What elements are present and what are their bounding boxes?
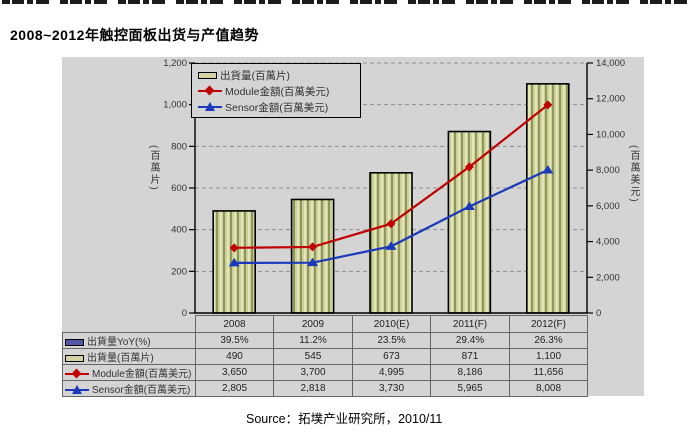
right-tick-label: 4,000: [596, 237, 620, 248]
table-row-yoy: 出貨量YoY(%) 39.5% 11.2% 23.5% 29.4% 26.3%: [62, 332, 588, 349]
year-header: 2010(E): [352, 315, 431, 333]
right-tick-label: 6,000: [596, 201, 620, 212]
clipped-text-line: [2, 0, 692, 4]
right-tick-label: 10,000: [596, 129, 625, 140]
legend-item-module: Module金額(百萬美元): [198, 83, 356, 99]
year-header: 2008: [195, 315, 274, 333]
right-axis-title: (百萬美元): [628, 145, 639, 204]
year-header: 2011(F): [430, 315, 510, 333]
table-cell: 39.5%: [195, 332, 274, 349]
bar: [447, 130, 492, 314]
table-cell: 545: [273, 348, 353, 365]
sensor-line-triangle-icon: [65, 385, 89, 395]
yoy-swatch-icon: [65, 338, 84, 346]
table-cell: 8,186: [430, 364, 510, 381]
left-tick-label: 800: [171, 141, 187, 152]
legend-item-shipments: 出貨量(百萬片): [198, 67, 356, 83]
legend-item-sensor: Sensor金額(百萬美元): [198, 99, 356, 115]
row-label: Sensor金額(百萬美元): [92, 385, 191, 396]
table-header-row: 2008 2009 2010(E) 2011(F) 2012(F): [63, 315, 588, 333]
year-header: 2012(F): [509, 315, 588, 333]
left-tick-label: 400: [171, 225, 187, 236]
table-row-module: Module金額(百萬美元) 3,650 3,700 4,995 8,186 1…: [62, 364, 588, 381]
source-line: Source：拓墣产业研究所，2010/11: [246, 412, 443, 426]
table-cell: 8,008: [509, 380, 588, 397]
table-cell: 11.2%: [273, 332, 353, 349]
table-cell: 29.4%: [430, 332, 510, 349]
row-label: 出貨量YoY(%): [87, 337, 151, 348]
table-row-sensor: Sensor金額(百萬美元) 2,805 2,818 3,730 5,965 8…: [62, 380, 588, 397]
bar: [525, 83, 570, 314]
diamond-marker: [543, 100, 553, 110]
table-cell: 673: [352, 348, 431, 365]
right-tick-label: 2,000: [596, 272, 620, 283]
legend-label: 出貨量(百萬片): [220, 69, 290, 82]
bar-swatch-icon: [198, 71, 217, 79]
table-cell: 871: [430, 348, 510, 365]
data-table: 2008 2009 2010(E) 2011(F) 2012(F) 出貨量YoY…: [62, 315, 588, 397]
row-header: Module金額(百萬美元): [62, 364, 196, 381]
sensor-line-triangle-icon: [198, 102, 222, 112]
bar: [290, 198, 335, 314]
table-cell: 3,650: [195, 364, 274, 381]
diamond-marker: [308, 242, 318, 252]
table-corner-cell: [63, 316, 196, 333]
triangle-marker: [307, 257, 319, 267]
table-cell: 5,965: [430, 380, 510, 397]
left-tick-label: 600: [171, 183, 187, 194]
chart-legend: 出貨量(百萬片) Module金額(百萬美元) Sensor金額(百萬美元): [191, 63, 361, 118]
left-tick-label: 1,000: [163, 100, 187, 111]
right-tick-label: 0: [596, 308, 601, 319]
table-cell: 11,656: [509, 364, 588, 381]
table-cell: 3,700: [273, 364, 353, 381]
legend-label: Sensor金額(百萬美元): [225, 101, 329, 114]
table-cell: 2,805: [195, 380, 274, 397]
left-axis-title: (百萬片): [148, 145, 159, 192]
table-cell: 2,818: [273, 380, 353, 397]
diamond-marker: [386, 219, 396, 229]
row-header: 出貨量YoY(%): [62, 332, 196, 349]
left-tick-label: 0: [182, 308, 187, 319]
legend-label: Module金額(百萬美元): [225, 85, 330, 98]
page-title: 2008~2012年触控面板出货与产值趋势: [10, 27, 259, 43]
row-header: 出貨量(百萬片): [62, 348, 196, 365]
right-tick-label: 14,000: [596, 58, 625, 69]
table-cell: 3,730: [352, 380, 431, 397]
table-row-shipments: 出貨量(百萬片) 490 545 673 871 1,100: [62, 348, 588, 365]
row-header: Sensor金額(百萬美元): [62, 380, 196, 397]
module-line-diamond-icon: [198, 86, 222, 96]
triangle-marker: [228, 257, 240, 267]
module-line-diamond-icon: [65, 369, 89, 379]
chart-plot: 0 200 400 600 800 1,000 1,200 0 2,000 4,000 6,000 8…: [163, 58, 625, 319]
left-tick-label: 200: [171, 266, 187, 277]
row-label: Module金額(百萬美元): [92, 369, 192, 380]
table-cell: 1,100: [509, 348, 588, 365]
table-cell: 23.5%: [352, 332, 431, 349]
triangle-marker: [542, 165, 554, 174]
row-label: 出貨量(百萬片): [87, 353, 154, 364]
chart-area: 0 200 400 600 800 1,000 1,200 0 2,000 4,000 6,000 8…: [62, 57, 644, 397]
diamond-marker: [229, 243, 239, 253]
left-tick-label: 1,200: [163, 58, 187, 69]
right-tick-label: 12,000: [596, 94, 625, 105]
table-cell: 26.3%: [509, 332, 588, 349]
right-tick-label: 8,000: [596, 165, 620, 176]
year-header: 2009: [273, 315, 353, 333]
diamond-marker: [464, 162, 474, 172]
triangle-marker: [385, 241, 397, 250]
table-cell: 490: [195, 348, 274, 365]
bar-swatch-icon: [65, 354, 84, 362]
table-cell: 4,995: [352, 364, 431, 381]
triangle-marker: [463, 201, 475, 210]
